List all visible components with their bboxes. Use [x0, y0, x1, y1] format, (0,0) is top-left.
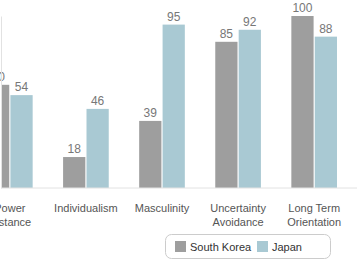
legend-label: Japan — [272, 241, 302, 253]
legend-swatch — [257, 241, 268, 252]
x-tick-label-line: Individualism — [54, 202, 118, 214]
x-tick-label-line: Distance — [0, 216, 31, 228]
bar — [215, 42, 237, 188]
x-axis-line — [1, 188, 357, 189]
legend-box — [166, 235, 331, 259]
data-labels: 60 18 39 85 100 54 46 95 92 88 — [0, 1, 333, 156]
legend-label: South Korea — [190, 241, 252, 253]
bar — [86, 109, 108, 188]
data-label: 88 — [319, 22, 333, 36]
data-label: 95 — [167, 10, 181, 24]
bar — [239, 30, 261, 188]
x-tick-label-line: Masculinity — [135, 202, 190, 214]
data-label: 46 — [91, 94, 105, 108]
y-axis — [1, 17, 2, 189]
bar — [63, 157, 85, 188]
data-label: 85 — [220, 27, 234, 41]
x-tick: Individualism — [54, 188, 118, 214]
x-tick-label: Individualism — [54, 202, 118, 214]
x-tick: Long Term Orientation — [287, 188, 341, 228]
data-label: 54 — [15, 80, 29, 94]
x-tick: Masculinity — [135, 188, 190, 214]
legend-item: Japan — [257, 241, 302, 253]
data-label: 60 — [0, 70, 5, 84]
x-tick-label: Long Term Orientation — [287, 202, 341, 228]
x-tick-label: Power Distance — [0, 202, 31, 228]
legend: South Korea Japan — [166, 235, 331, 259]
bar — [10, 95, 32, 188]
bars — [1, 16, 337, 188]
bar — [163, 25, 185, 188]
x-tick-label-line: Avoidance — [213, 216, 264, 228]
legend-item: South Korea — [175, 241, 252, 253]
x-tick: Power Distance — [0, 188, 31, 228]
x-tick-label-line: Long Term — [288, 202, 340, 214]
x-tick-label: Uncertainty Avoidance — [210, 202, 266, 228]
x-tick-label-line: Uncertainty — [210, 202, 266, 214]
x-tick-label-line: Orientation — [287, 216, 341, 228]
bar — [1, 85, 9, 188]
data-label: 92 — [243, 15, 257, 29]
x-axis: Power Distance Individualism Masculinity Unc… — [0, 188, 357, 228]
data-label: 18 — [68, 142, 82, 156]
y-axis-line — [1, 17, 2, 189]
legend-swatch — [175, 241, 186, 252]
bar — [139, 121, 161, 188]
x-tick-label: Masculinity — [135, 202, 190, 214]
bar — [315, 37, 337, 188]
bar — [291, 16, 313, 188]
chart: 60 18 39 85 100 54 46 95 92 88 Power Distance Indivi… — [0, 0, 358, 262]
x-tick-label-line: Power — [0, 202, 26, 214]
data-label: 100 — [292, 1, 312, 15]
data-label: 39 — [144, 106, 158, 120]
x-tick: Uncertainty Avoidance — [210, 188, 266, 228]
